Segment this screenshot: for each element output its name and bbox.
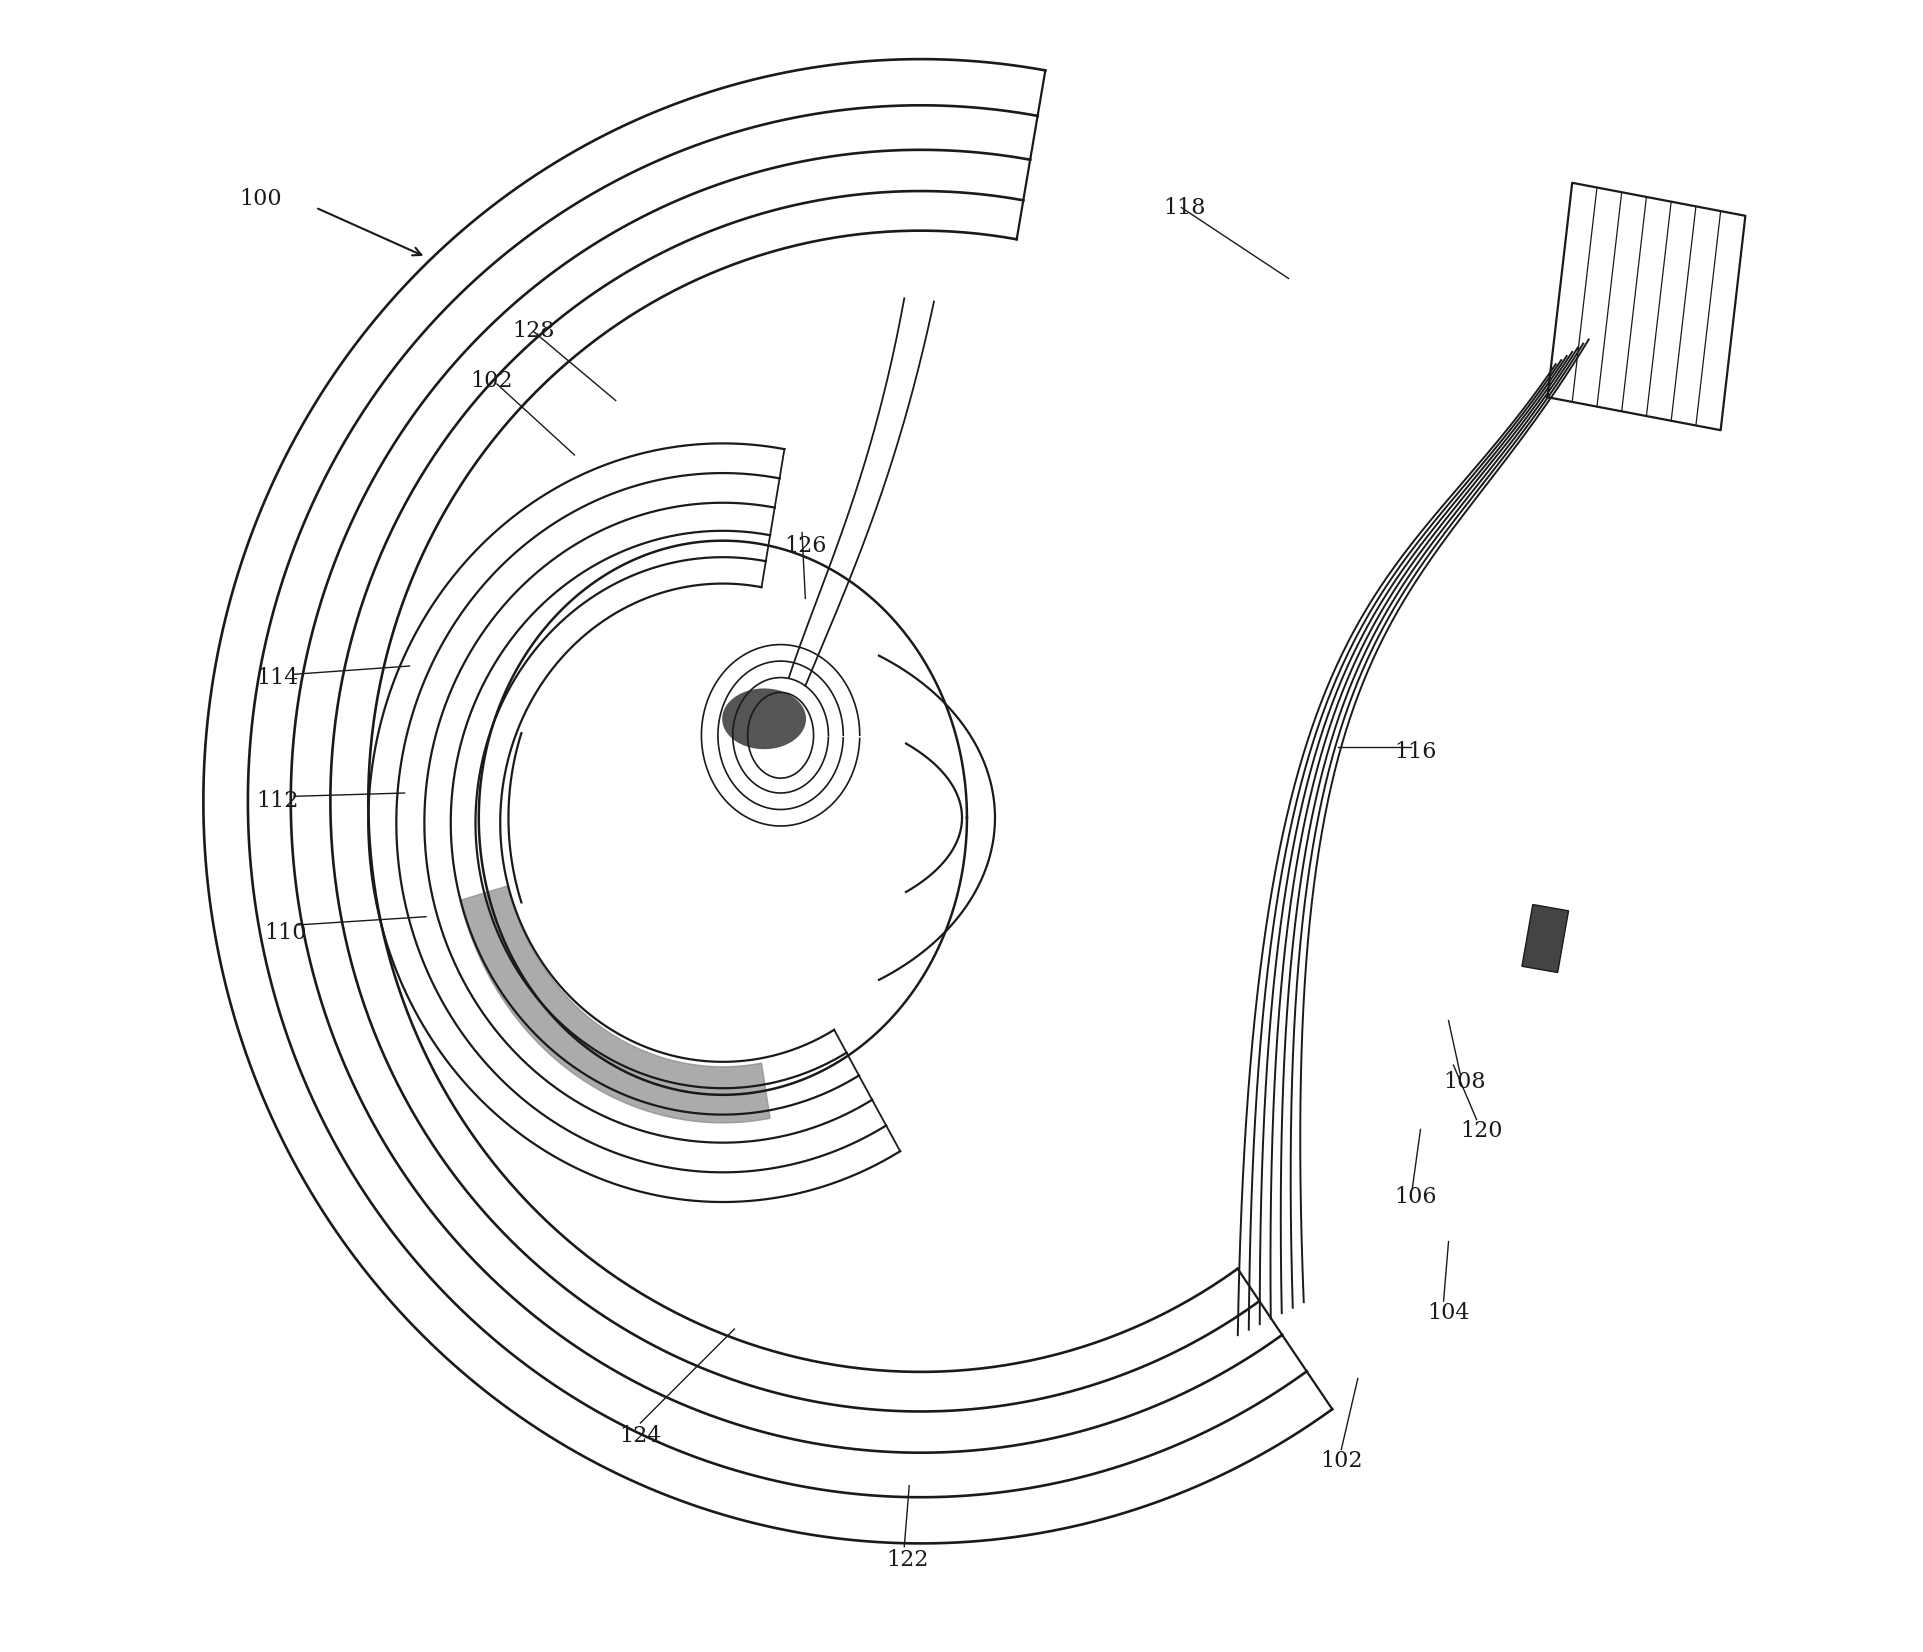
Text: 112: 112 (256, 790, 298, 813)
Text: 124: 124 (619, 1426, 662, 1447)
Text: 122: 122 (887, 1550, 929, 1571)
Text: 100: 100 (240, 188, 283, 210)
Text: 110: 110 (265, 922, 308, 945)
Text: 104: 104 (1427, 1302, 1469, 1323)
Polygon shape (460, 885, 769, 1123)
Text: 116: 116 (1394, 740, 1436, 763)
Text: 102: 102 (1319, 1450, 1361, 1472)
Text: 114: 114 (256, 666, 298, 689)
Text: 118: 118 (1163, 197, 1206, 218)
Text: 106: 106 (1394, 1186, 1436, 1208)
Text: 126: 126 (785, 535, 827, 557)
Polygon shape (723, 689, 806, 748)
Text: 102: 102 (471, 370, 513, 392)
Bar (1521, 905, 1567, 973)
Text: 120: 120 (1460, 1120, 1502, 1142)
Text: 128: 128 (512, 320, 554, 342)
Text: 108: 108 (1442, 1070, 1486, 1092)
